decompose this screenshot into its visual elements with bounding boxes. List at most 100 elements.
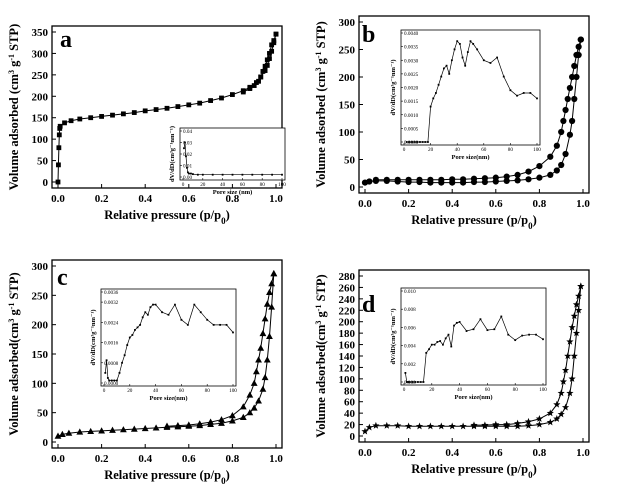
point-a-s0-7 bbox=[68, 118, 74, 124]
point-b-s1-25 bbox=[394, 176, 401, 183]
inset-point-15 bbox=[261, 173, 264, 176]
point-b-s1-24 bbox=[405, 176, 412, 183]
inset-y-label: dV/dD(cm³g⁻¹nm⁻¹) bbox=[90, 309, 97, 365]
inset-point-4 bbox=[416, 141, 419, 143]
inset-y-tick-label: 0.0040 bbox=[404, 31, 419, 37]
inset-point-7 bbox=[419, 381, 422, 383]
inset-x-tick-label: 40 bbox=[153, 388, 159, 394]
inset-y-label: dV/dD(cm³g⁻¹nm⁻¹) bbox=[390, 59, 397, 115]
point-c-s1-14 bbox=[207, 418, 214, 425]
inset-point-0 bbox=[404, 372, 407, 374]
inset-x-tick-label: 80 bbox=[513, 387, 519, 393]
point-b-s1-6 bbox=[564, 95, 571, 103]
y-tick-label: 220 bbox=[339, 305, 356, 317]
point-b-s1-14 bbox=[514, 171, 521, 178]
point-c-s1-10 bbox=[246, 391, 254, 398]
inset-point-9 bbox=[429, 105, 432, 108]
y-axis-label-mid: g bbox=[7, 308, 21, 318]
inset-point-23 bbox=[167, 313, 170, 316]
point-c-s0-19 bbox=[246, 409, 254, 416]
inset-y-tick-label: 0.0020 bbox=[404, 86, 419, 92]
point-c-s0-5 bbox=[98, 427, 105, 434]
point-c-s1-12 bbox=[229, 412, 236, 419]
x-tick-label: 1.0 bbox=[576, 198, 590, 210]
inset-point-6 bbox=[417, 381, 419, 383]
inset-x-tick-label: 100 bbox=[229, 388, 237, 394]
point-d-s0-16 bbox=[524, 421, 533, 429]
point-a-s1-4 bbox=[264, 57, 270, 63]
point-c-s0-2 bbox=[65, 429, 73, 436]
inset-y-tick-label: 0.0008 bbox=[104, 361, 119, 367]
point-a-s0-22 bbox=[230, 92, 235, 97]
point-c-s0-20 bbox=[250, 404, 258, 411]
inset-point-31 bbox=[219, 323, 221, 326]
point-a-s1-5 bbox=[262, 63, 268, 69]
y-axis-label-sup1: 3 bbox=[7, 319, 16, 323]
point-c-s0-8 bbox=[130, 425, 138, 432]
point-d-s0-26 bbox=[575, 306, 583, 314]
point-c-s1-3 bbox=[263, 300, 271, 307]
point-d-s1-18 bbox=[470, 421, 478, 429]
y-tick-label: 50 bbox=[344, 155, 356, 167]
inset-a: 0 20 40 60 80 100 0.00 0.01 0.02 0.03 0.04 Pore siz… bbox=[169, 126, 286, 196]
y-tick-label: 0 bbox=[350, 182, 356, 194]
x-axis-label: Relative pressure (p/p0) bbox=[411, 462, 537, 480]
point-c-s1-17 bbox=[174, 421, 182, 429]
x-axis-label-end: ) bbox=[533, 462, 537, 476]
inset-point-27 bbox=[193, 303, 196, 306]
point-a-s0-12 bbox=[121, 111, 126, 117]
point-d-s0-9 bbox=[448, 422, 456, 430]
inset-point-30 bbox=[212, 323, 215, 326]
y-axis-label: Volume adsorbed(cm3 g-1 STP) bbox=[7, 272, 22, 435]
point-b-s0-16 bbox=[525, 176, 532, 183]
inset-y-tick-label: 0.006 bbox=[404, 325, 416, 331]
point-d-s0-18 bbox=[546, 418, 554, 426]
point-a-s1-8 bbox=[256, 78, 261, 84]
point-d-s1-12 bbox=[535, 415, 544, 422]
inset-point-20 bbox=[152, 303, 154, 306]
point-b-s0-24 bbox=[571, 95, 578, 103]
y-axis-label-mid: g bbox=[7, 60, 21, 70]
inset-y-tick-label: 0.0030 bbox=[404, 58, 419, 64]
point-d-s0-1 bbox=[365, 423, 373, 431]
inset-point-7 bbox=[118, 371, 121, 374]
inset-x-tick-label: 0 bbox=[403, 147, 406, 153]
point-b-s0-22 bbox=[566, 131, 574, 138]
point-d-s0-17 bbox=[535, 420, 544, 428]
inset-point-29 bbox=[496, 56, 498, 59]
inset-point-3 bbox=[108, 379, 111, 382]
inset-point-16 bbox=[141, 316, 144, 319]
point-b-s1-9 bbox=[558, 128, 565, 136]
y-tick-label: 100 bbox=[32, 134, 49, 146]
x-axis-label: Relative pressure (p/p0) bbox=[104, 208, 230, 226]
inset-point-13 bbox=[134, 329, 136, 331]
inset-point-4 bbox=[187, 171, 189, 174]
inset-point-12 bbox=[437, 83, 440, 86]
x-tick-label: 0.0 bbox=[358, 198, 372, 210]
inset-point-30 bbox=[502, 75, 505, 78]
point-c-s0-25 bbox=[266, 332, 273, 339]
y-tick-label: 100 bbox=[339, 127, 356, 139]
point-a-s0-19 bbox=[197, 100, 203, 106]
inset-point-19 bbox=[453, 324, 455, 327]
inset-y-tick-label: 0.03 bbox=[183, 141, 192, 147]
y-axis-label-mid: g bbox=[314, 310, 328, 320]
inset-y-tick-label: 0.0000 bbox=[404, 140, 419, 146]
inset-point-20 bbox=[455, 321, 458, 324]
inset-point-10 bbox=[432, 97, 435, 100]
inset-point-29 bbox=[206, 318, 209, 321]
inset-point-13 bbox=[436, 341, 439, 343]
point-c-s0-6 bbox=[109, 426, 116, 433]
series-line-c-0 bbox=[57, 273, 275, 437]
inset-y-tick-label: 0.01 bbox=[183, 164, 192, 170]
inset-point-16 bbox=[271, 173, 273, 176]
inset-y-tick-label: 0.004 bbox=[404, 344, 416, 350]
point-c-s1-2 bbox=[266, 288, 273, 295]
point-b-s1-23 bbox=[416, 176, 423, 183]
point-b-s1-4 bbox=[569, 73, 576, 81]
inset-point-32 bbox=[225, 323, 228, 326]
point-c-s1-18 bbox=[163, 422, 171, 429]
inset-point-8 bbox=[121, 361, 123, 364]
inset-point-31 bbox=[528, 333, 530, 336]
